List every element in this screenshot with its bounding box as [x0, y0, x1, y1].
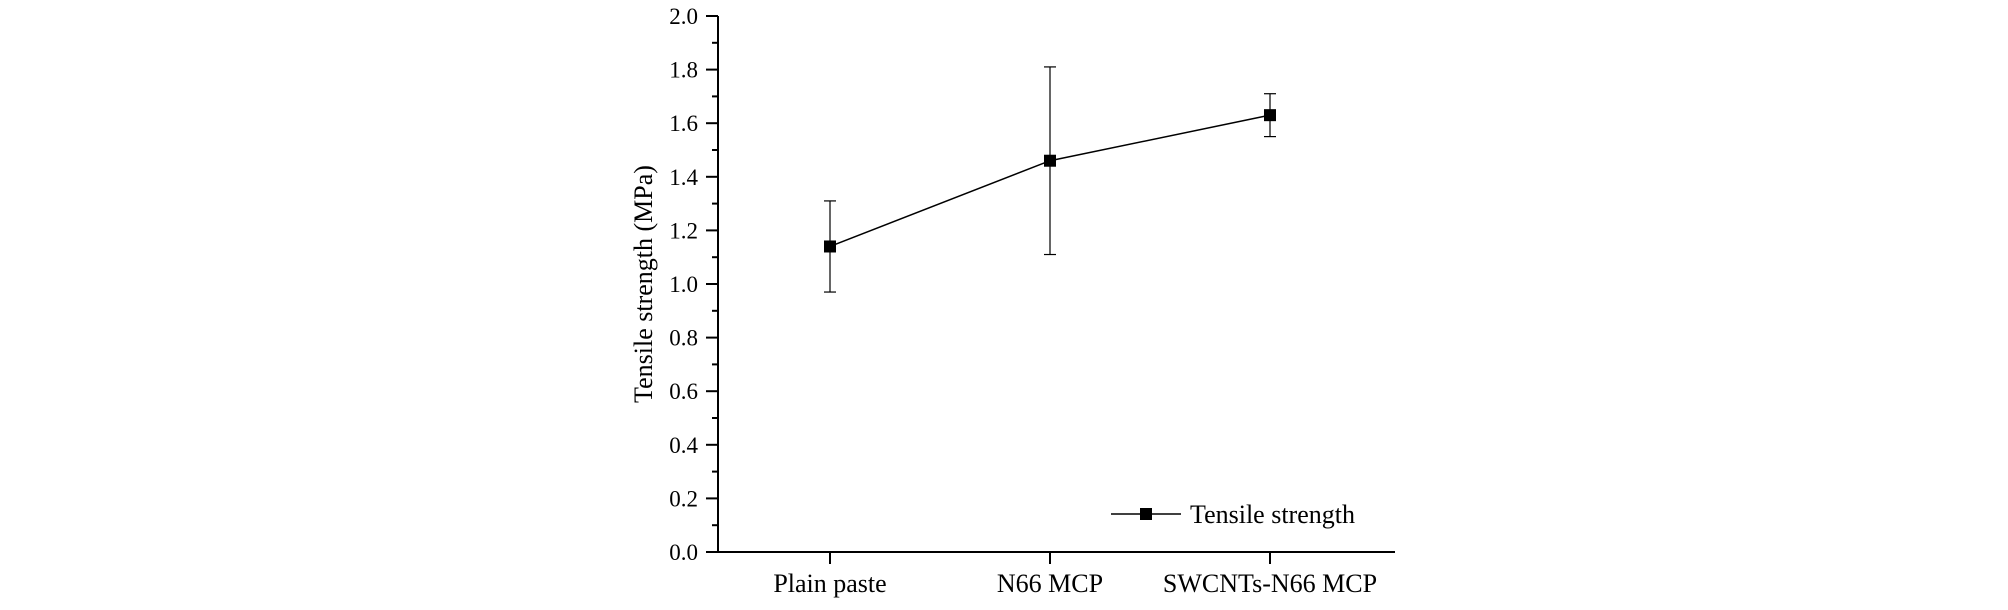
- y-tick-label: 0.8: [669, 326, 698, 351]
- x-tick-label: SWCNTs-N66 MCP: [1163, 569, 1377, 598]
- x-tick-label: Plain paste: [773, 569, 886, 598]
- x-ticks: Plain paste N66 MCP SWCNTs-N66 MCP: [773, 552, 1377, 598]
- y-tick-label: 0.2: [669, 486, 698, 511]
- y-tick-label: 0.4: [669, 433, 698, 458]
- y-tick-label: 1.2: [669, 218, 698, 243]
- data-point: [824, 240, 836, 252]
- axes: [718, 16, 1395, 552]
- y-axis-title: Tensile strength (MPa): [629, 165, 658, 403]
- legend-label: Tensile strength: [1190, 500, 1355, 529]
- y-ticks: 0.0 0.2 0.4 0.6 0.8 1.0 1.2 1.4 1.6 1.8 2.0: [669, 4, 718, 565]
- data-point: [1044, 155, 1056, 167]
- chart-canvas: 0.0 0.2 0.4 0.6 0.8 1.0 1.2 1.4 1.6 1.8 2.0 Plain …: [0, 0, 2008, 605]
- chart: 0.0 0.2 0.4 0.6 0.8 1.0 1.2 1.4 1.6 1.8 2.0 Plain …: [0, 0, 2008, 605]
- series: [824, 67, 1276, 292]
- y-tick-label: 2.0: [669, 4, 698, 29]
- y-tick-label: 1.0: [669, 272, 698, 297]
- legend-marker: [1140, 508, 1152, 520]
- y-tick-label: 1.6: [669, 111, 698, 136]
- y-tick-label: 1.8: [669, 58, 698, 83]
- y-tick-label: 0.0: [669, 540, 698, 565]
- legend: Tensile strength: [1111, 500, 1355, 529]
- x-tick-label: N66 MCP: [997, 569, 1103, 598]
- data-point: [1264, 109, 1276, 121]
- y-tick-label: 0.6: [669, 379, 698, 404]
- y-tick-label: 1.4: [669, 165, 698, 190]
